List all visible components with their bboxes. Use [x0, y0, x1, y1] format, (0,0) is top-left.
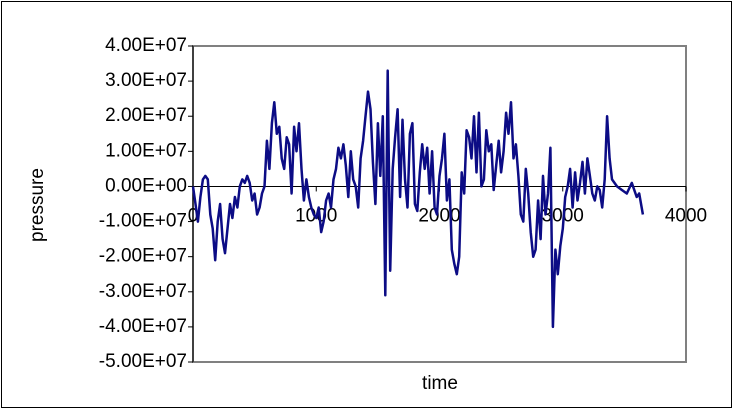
x-axis-label: time	[422, 373, 458, 394]
y-axis-label: pressure	[27, 168, 48, 242]
x-tick-label: 2000	[418, 205, 460, 226]
y-tick-label: -1.00E+07	[99, 211, 187, 232]
plot-area	[192, 45, 687, 363]
y-tick-label: 0.00E+00	[105, 175, 187, 196]
y-tick-label: -5.00E+07	[99, 351, 187, 372]
data-line	[191, 69, 645, 329]
y-tick-label: 1.00E+07	[105, 140, 187, 161]
y-tick-label: -3.00E+07	[99, 281, 187, 302]
y-tick-label: -4.00E+07	[99, 316, 187, 337]
x-tick-label: 0	[188, 205, 199, 226]
x-tick-label: 4000	[665, 205, 707, 226]
y-tick-label: 3.00E+07	[105, 70, 187, 91]
y-tick-label: 4.00E+07	[105, 35, 187, 56]
y-tick-label: 2.00E+07	[105, 105, 187, 126]
y-tick-label: -2.00E+07	[99, 246, 187, 267]
